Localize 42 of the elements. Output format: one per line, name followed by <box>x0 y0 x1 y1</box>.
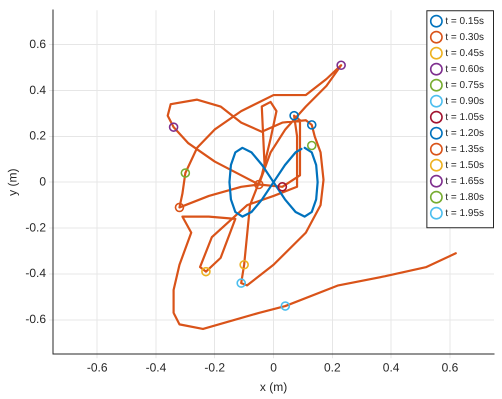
y-tick-label: -0.2 <box>25 220 46 234</box>
legend-label: t = 0.30s <box>445 32 484 43</box>
legend-label: t = 0.45s <box>445 48 484 59</box>
legend-label: t = 1.80s <box>445 192 484 203</box>
x-tick-label: 0.2 <box>324 360 341 375</box>
legend-label: t = 0.15s <box>445 16 484 27</box>
legend-label: t = 1.95s <box>445 208 484 219</box>
x-tick-label: 0.6 <box>442 360 459 375</box>
legend-label: t = 0.60s <box>445 64 484 75</box>
x-tick-label: -0.4 <box>146 360 167 375</box>
y-tick-label: 0 <box>39 174 46 189</box>
y-tick-label: 0.6 <box>29 36 46 51</box>
y-tick-label: 0.2 <box>29 128 46 143</box>
point <box>168 122 178 132</box>
legend-label: t = 0.75s <box>445 80 484 91</box>
point <box>306 140 317 150</box>
legend-label: t = 1.20s <box>445 128 484 139</box>
point <box>180 168 190 178</box>
point <box>278 182 288 192</box>
y-tick-label: -0.4 <box>25 266 46 280</box>
point <box>174 202 184 212</box>
x-axis-title: x (m) <box>260 380 288 394</box>
point <box>336 60 346 70</box>
legend-label: t = 1.50s <box>445 160 484 171</box>
legend-label: t = 1.35s <box>445 144 484 155</box>
point <box>254 180 264 190</box>
point <box>239 260 249 270</box>
y-axis-title: y (m) <box>6 168 20 196</box>
point <box>289 110 299 120</box>
x-tick-label: -0.6 <box>86 360 108 375</box>
x-tick-label: -0.2 <box>204 360 226 375</box>
x-tick-label: 0.4 <box>382 360 400 375</box>
point <box>236 278 246 288</box>
point <box>280 301 290 311</box>
legend-label: t = 0.90s <box>445 96 484 107</box>
legend-label: t = 1.05s <box>445 112 484 123</box>
x-tick-label: 0 <box>270 360 278 375</box>
y-tick-label: 0.4 <box>29 82 46 97</box>
legend-label: t = 1.65s <box>445 176 484 187</box>
point <box>306 120 317 130</box>
point <box>201 266 211 276</box>
y-tick-label: -0.6 <box>25 312 46 326</box>
